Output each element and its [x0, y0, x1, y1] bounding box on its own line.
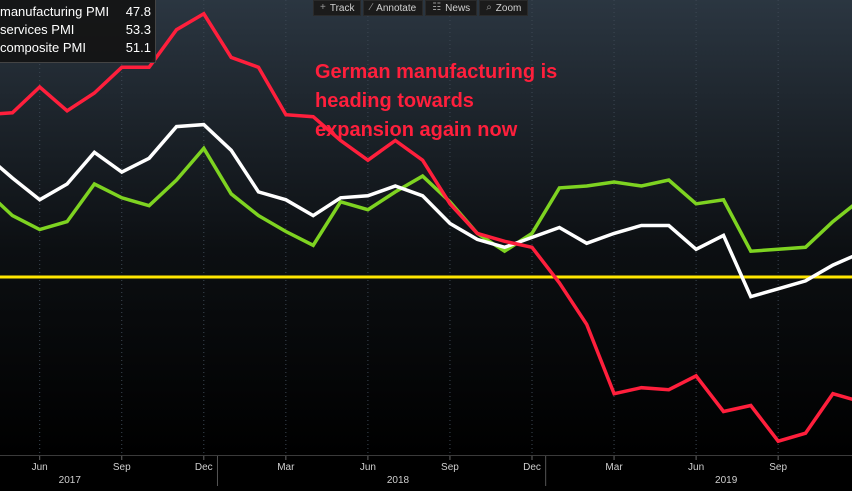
x-tick-label: Sep: [441, 462, 459, 473]
annotation-line: expansion again now: [315, 119, 518, 141]
legend-value: 53.3: [125, 22, 151, 37]
magnifier-icon: ⌕: [486, 2, 492, 13]
x-tick-label: Sep: [769, 462, 787, 473]
x-tick-label: Dec: [195, 462, 213, 473]
news-button[interactable]: ☷ News: [425, 0, 478, 16]
series-line-composite: [0, 122, 852, 299]
news-label: News: [445, 2, 471, 14]
x-year-label: 2018: [387, 475, 410, 486]
series-lines: [0, 11, 852, 444]
annotation-line: German manufacturing is: [315, 61, 558, 83]
legend: manufacturing PMI 47.8 services PMI 53.3…: [0, 0, 156, 63]
x-tick-label: Jun: [360, 462, 376, 473]
series-line-services: [0, 145, 852, 254]
chart-annotation: German manufacturing is heading towards …: [315, 58, 615, 145]
x-year-label: 2017: [59, 475, 82, 486]
x-year-label: 2019: [715, 475, 738, 486]
legend-item-composite: composite PMI 51.1: [0, 39, 155, 57]
news-icon: ☷: [432, 2, 442, 13]
legend-label: manufacturing PMI: [0, 4, 110, 19]
crosshair-icon: +: [320, 2, 326, 13]
x-axis-labels: JunSepDecMarJunSepDecMarJunSepDec2017201…: [32, 456, 852, 486]
series-line-manufacturing: [0, 11, 852, 444]
legend-label: composite PMI: [0, 40, 86, 55]
x-tick-label: Jun: [32, 462, 48, 473]
chart-toolbar: + Track ∕ Annotate ☷ News ⌕ Zoom: [313, 0, 529, 16]
zoom-button[interactable]: ⌕ Zoom: [479, 0, 529, 16]
legend-value: 51.1: [125, 40, 151, 55]
x-tick-label: Mar: [277, 462, 295, 473]
x-tick-label: Sep: [113, 462, 131, 473]
legend-label: services PMI: [0, 22, 75, 37]
track-label: Track: [329, 2, 355, 14]
zoom-label: Zoom: [495, 2, 522, 14]
track-button[interactable]: + Track: [313, 0, 362, 16]
x-tick-label: Mar: [605, 462, 623, 473]
legend-value: 47.8: [125, 4, 151, 19]
x-tick-label: Jun: [688, 462, 704, 473]
x-axis: JunSepDecMarJunSepDecMarJunSepDec2017201…: [0, 455, 852, 486]
annotate-button[interactable]: ∕ Annotate: [363, 0, 424, 16]
plot-background: [0, 0, 852, 455]
x-tick-label: Dec: [523, 462, 541, 473]
annotate-label: Annotate: [376, 2, 417, 14]
legend-item-manufacturing: manufacturing PMI 47.8: [0, 3, 155, 21]
pencil-icon: ∕: [370, 2, 373, 13]
legend-item-services: services PMI 53.3: [0, 21, 155, 39]
annotation-line: heading towards: [315, 90, 474, 112]
